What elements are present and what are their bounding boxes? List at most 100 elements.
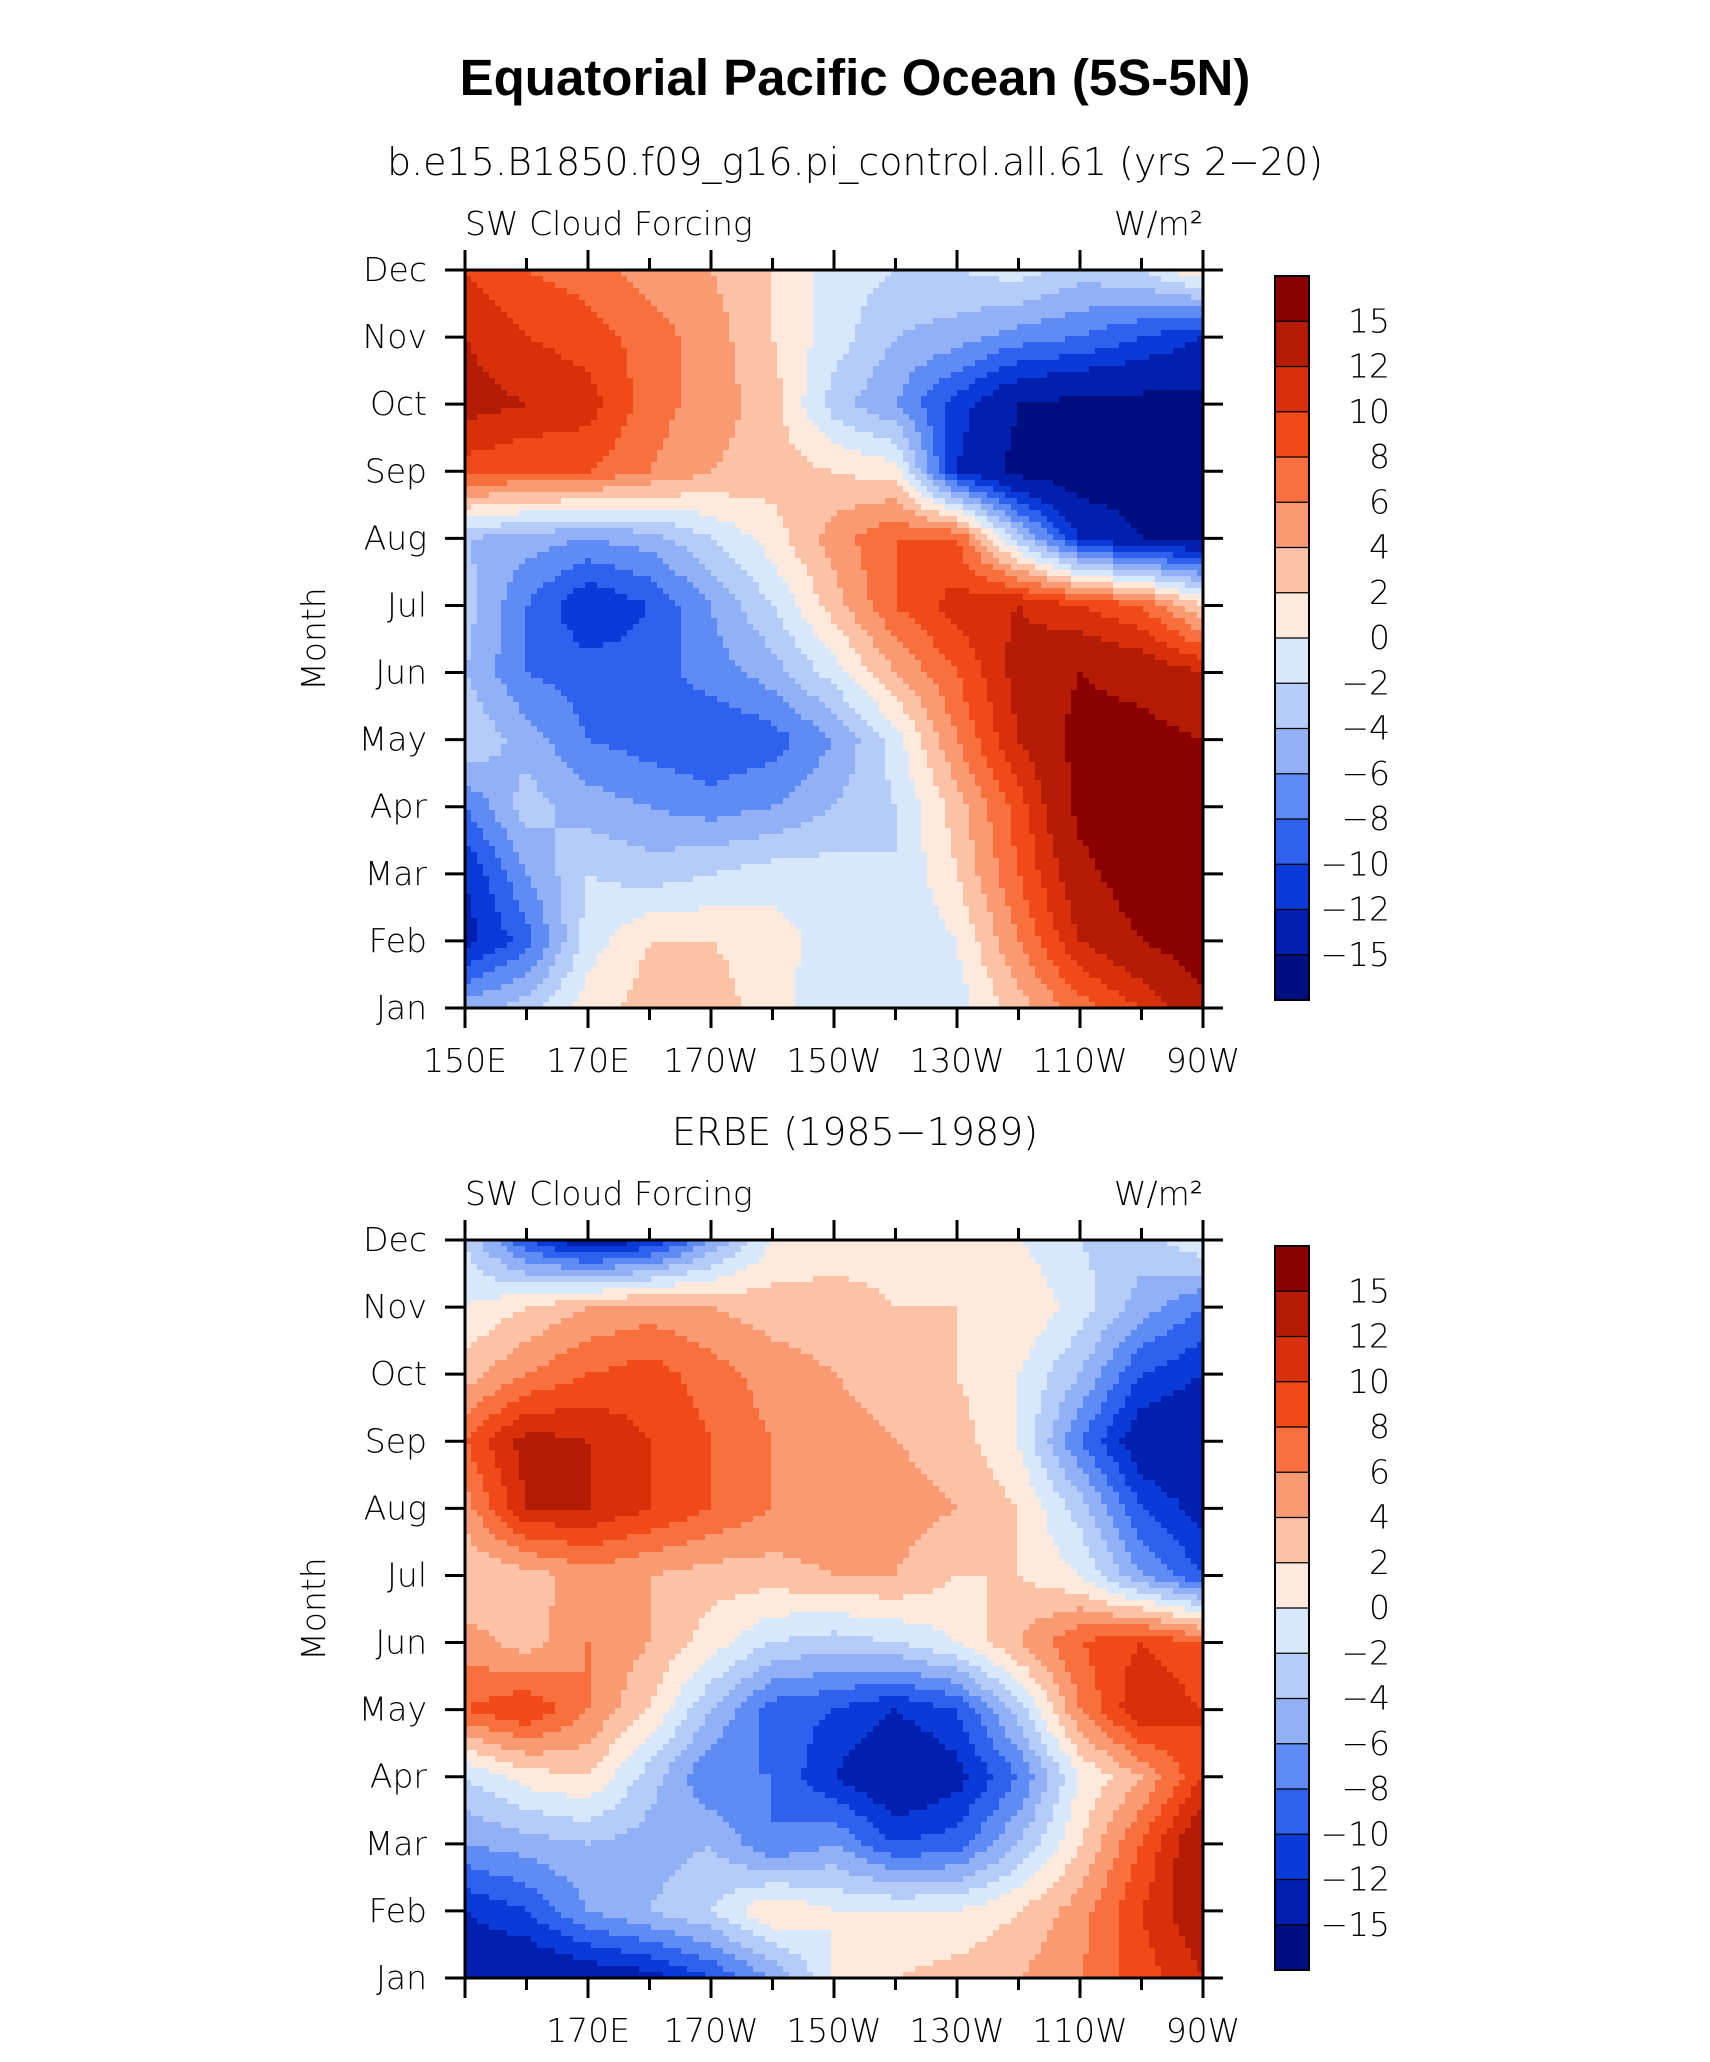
heatmap-cell xyxy=(693,312,700,319)
heatmap-cell xyxy=(579,378,586,385)
heatmap-cell xyxy=(993,306,1000,313)
heatmap-cell xyxy=(1131,474,1138,481)
heatmap-cell xyxy=(531,282,538,289)
heatmap-cell xyxy=(843,414,850,421)
heatmap-cell xyxy=(597,276,604,283)
heatmap-cell xyxy=(1161,474,1168,481)
heatmap-cell xyxy=(1185,498,1192,505)
heatmap-cell xyxy=(657,300,664,307)
heatmap-cell xyxy=(537,438,544,445)
heatmap-cell xyxy=(1125,348,1132,355)
heatmap-cell xyxy=(1029,456,1036,463)
heatmap-cell xyxy=(699,468,706,475)
heatmap-cell xyxy=(573,510,580,517)
heatmap-cell xyxy=(969,336,976,343)
heatmap-cell xyxy=(993,324,1000,331)
heatmap-cell xyxy=(657,306,664,313)
heatmap-cell xyxy=(777,456,784,463)
heatmap-cell xyxy=(975,276,982,283)
heatmap-cell xyxy=(813,426,820,433)
heatmap-cell xyxy=(1185,474,1192,481)
heatmap-cell xyxy=(471,336,478,343)
heatmap-cell xyxy=(1065,366,1072,373)
heatmap-cell xyxy=(981,390,988,397)
heatmap-cell xyxy=(1101,276,1108,283)
heatmap-cell xyxy=(1029,468,1036,475)
heatmap-cell xyxy=(663,408,670,415)
heatmap-cell xyxy=(1071,426,1078,433)
heatmap-cell xyxy=(879,288,886,295)
heatmap-cell xyxy=(1071,372,1078,379)
heatmap-cell xyxy=(1113,366,1120,373)
heatmap-cell xyxy=(1185,384,1192,391)
heatmap-cell xyxy=(783,504,790,511)
heatmap-cell xyxy=(615,414,622,421)
heatmap-cell xyxy=(735,300,742,307)
heatmap-cell xyxy=(591,510,598,517)
heatmap-cell xyxy=(681,390,688,397)
heatmap-cell xyxy=(819,378,826,385)
heatmap-cell xyxy=(555,348,562,355)
heatmap-cell xyxy=(603,366,610,373)
heatmap-cell xyxy=(987,306,994,313)
heatmap-cell xyxy=(711,468,718,475)
heatmap-cell xyxy=(1053,366,1060,373)
heatmap-cell xyxy=(753,318,760,325)
heatmap-cell xyxy=(981,468,988,475)
heatmap-cell xyxy=(1095,294,1102,301)
heatmap-cell xyxy=(945,306,952,313)
heatmap-cell xyxy=(633,402,640,409)
heatmap-cell xyxy=(1071,450,1078,457)
heatmap-cell xyxy=(1083,390,1090,397)
heatmap-cell xyxy=(585,426,592,433)
heatmap-cell xyxy=(867,348,874,355)
heatmap-cell xyxy=(897,378,904,385)
heatmap-cell xyxy=(495,432,502,439)
heatmap-cell xyxy=(1149,312,1156,319)
heatmap-cell xyxy=(621,498,628,505)
heatmap-cell xyxy=(915,492,922,499)
heatmap-cell xyxy=(603,402,610,409)
heatmap-cell xyxy=(795,366,802,373)
heatmap-cell xyxy=(489,462,496,469)
heatmap-cell xyxy=(1089,402,1096,409)
heatmap-cell xyxy=(975,462,982,469)
heatmap-cell xyxy=(933,336,940,343)
heatmap-cell xyxy=(1149,378,1156,385)
heatmap-cell xyxy=(501,360,508,367)
heatmap-cell xyxy=(603,486,610,493)
heatmap-cell xyxy=(507,450,514,457)
heatmap-cell xyxy=(1071,474,1078,481)
heatmap-cell xyxy=(1149,486,1156,493)
heatmap-cell xyxy=(1137,504,1144,511)
heatmap-cell xyxy=(1083,480,1090,487)
heatmap-cell xyxy=(669,330,676,337)
heatmap-cell xyxy=(567,372,574,379)
heatmap-cell xyxy=(861,420,868,427)
heatmap-cell xyxy=(921,492,928,499)
heatmap-cell xyxy=(975,468,982,475)
heatmap-cell xyxy=(1185,420,1192,427)
heatmap-cell xyxy=(669,414,676,421)
heatmap-cell xyxy=(711,294,718,301)
heatmap-cell xyxy=(639,504,646,511)
heatmap-cell xyxy=(969,396,976,403)
heatmap-cell xyxy=(609,318,616,325)
heatmap-cell xyxy=(549,294,556,301)
heatmap-cell xyxy=(981,450,988,457)
heatmap-cell xyxy=(753,510,760,517)
heatmap-cell xyxy=(1155,354,1162,361)
heatmap-cell xyxy=(681,408,688,415)
heatmap-cell xyxy=(1179,414,1186,421)
heatmap-cell xyxy=(1185,480,1192,487)
heatmap-cell xyxy=(1089,366,1096,373)
heatmap-cell xyxy=(471,360,478,367)
heatmap-cell xyxy=(861,474,868,481)
heatmap-cell xyxy=(675,384,682,391)
heatmap-cell xyxy=(951,492,958,499)
heatmap-cell xyxy=(813,300,820,307)
heatmap-cell xyxy=(669,318,676,325)
heatmap-cell xyxy=(741,336,748,343)
heatmap-cell xyxy=(519,288,526,295)
heatmap-cell xyxy=(1113,354,1120,361)
